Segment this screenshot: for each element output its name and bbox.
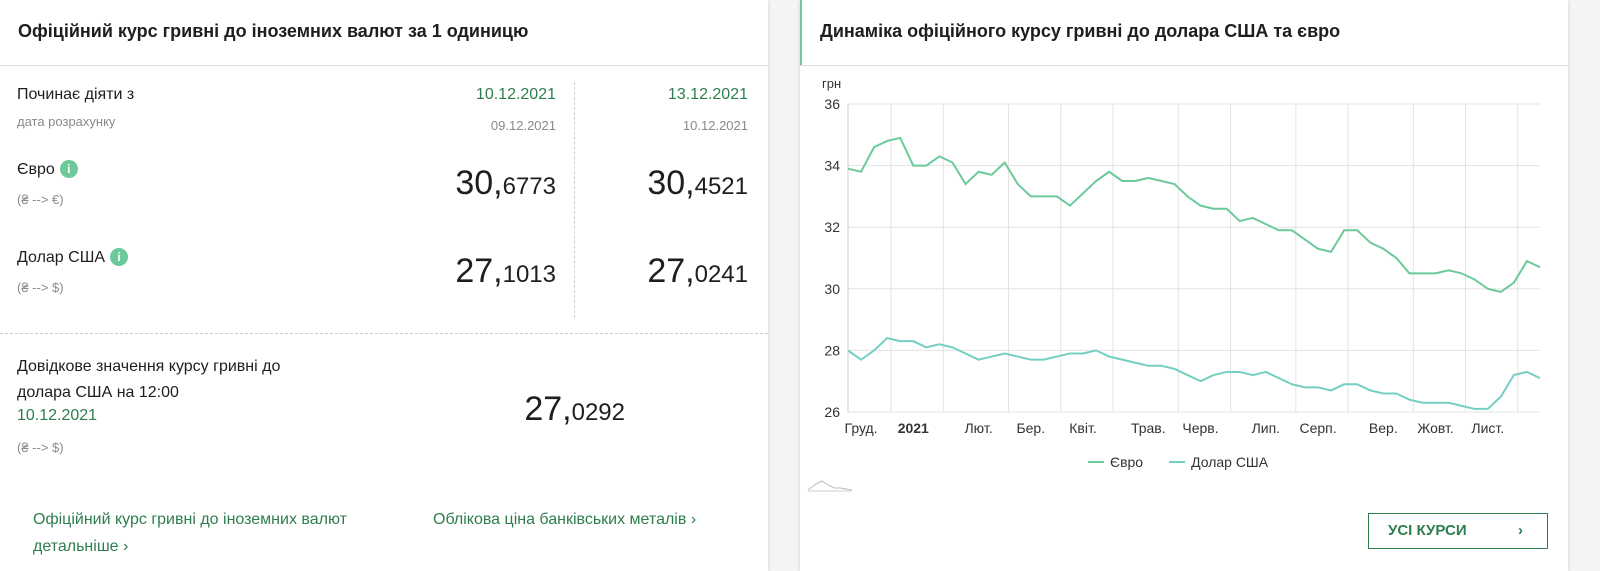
section-divider <box>0 333 768 334</box>
header-divider <box>800 65 1568 66</box>
rate-value: 27,0241 <box>647 252 748 290</box>
effective-date: 13.12.2021 <box>667 86 748 103</box>
currency-name: Євро i <box>17 160 78 179</box>
currency-direction: (₴ --> $) <box>17 280 64 295</box>
link-arrow: › <box>123 538 129 555</box>
calc-date: 09.12.2021 <box>490 118 556 133</box>
rates-panel: Офіційний курс гривні до іноземних валют… <box>0 0 768 571</box>
panel-title: Офіційний курс гривні до іноземних валют… <box>18 21 529 41</box>
button-text[interactable]: УСІ КУРСИ <box>1388 522 1467 539</box>
rate-value: 30,6773 <box>455 164 556 202</box>
link-text[interactable]: Облікова ціна банківських металів <box>433 511 687 528</box>
reference-value: 27,0292 <box>524 390 625 428</box>
link-text[interactable]: Офіційний курс гривні до іноземних валют… <box>33 511 347 555</box>
chart-panel: Динаміка офіційного курсу гривні до дола… <box>800 0 1568 571</box>
calc-date: 10.12.2021 <box>682 118 748 133</box>
rate-value: 27,1013 <box>455 252 556 290</box>
all-rates-button[interactable]: УСІ КУРСИ › <box>1368 513 1548 549</box>
rate-value: 30,4521 <box>647 164 748 202</box>
detail-link[interactable]: Офіційний курс гривні до іноземних валют… <box>33 506 353 560</box>
accent <box>800 0 802 65</box>
info-icon[interactable]: i <box>59 160 78 178</box>
chart-title: Динаміка офіційного курсу гривні до дола… <box>820 21 1341 41</box>
calc-label: дата розрахунку <box>17 114 116 129</box>
column-divider <box>574 82 575 318</box>
currency-name: Долар США i <box>17 248 129 267</box>
reference-direction: (₴ --> $) <box>17 440 64 455</box>
currency-direction: (₴ --> €) <box>17 192 64 207</box>
button-arrow: › <box>1518 522 1523 539</box>
header-divider <box>0 65 768 66</box>
link-arrow: › <box>690 511 697 528</box>
reference-label: Довідкове значення курсу гривні до долар… <box>17 358 281 401</box>
starts-label: Починає діяти з <box>17 86 135 103</box>
effective-date: 10.12.2021 <box>475 86 556 103</box>
metals-link[interactable]: Облікова ціна банківських металів › <box>433 506 696 533</box>
reference-date: 10.12.2021 <box>17 407 98 424</box>
info-icon[interactable]: i <box>110 248 129 266</box>
